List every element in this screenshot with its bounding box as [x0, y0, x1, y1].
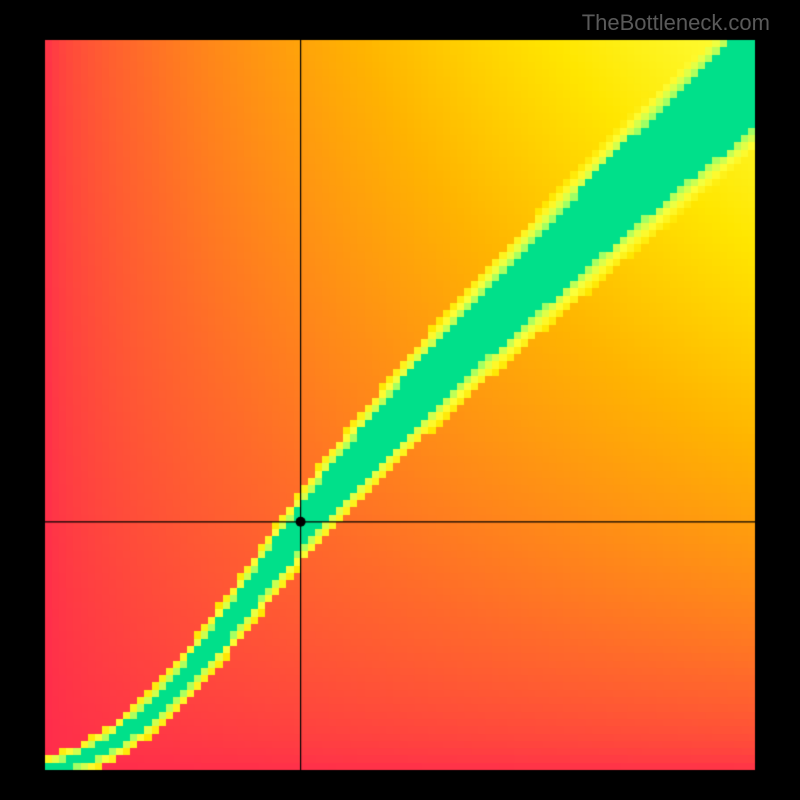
chart-container: { "watermark": { "text": "TheBottleneck.…: [0, 0, 800, 800]
watermark-text: TheBottleneck.com: [582, 10, 770, 36]
heatmap-canvas: [0, 0, 800, 800]
